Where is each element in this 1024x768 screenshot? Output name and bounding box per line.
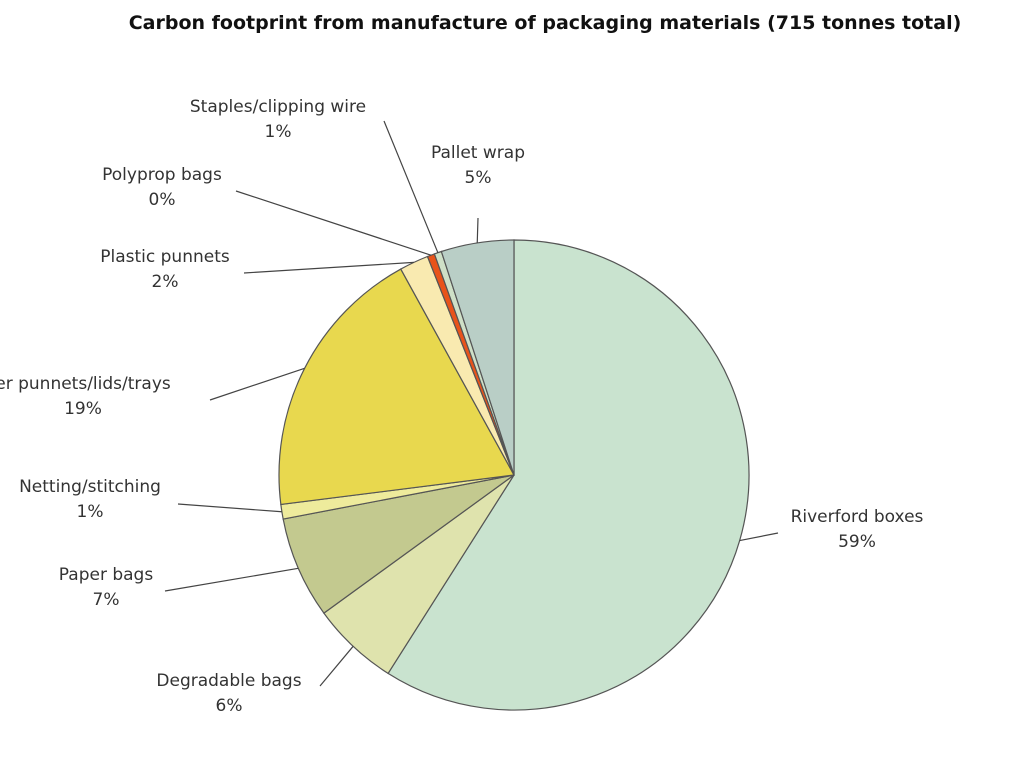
slice-label: Pallet wrap — [431, 143, 525, 163]
slice-percent-label: 2% — [152, 272, 179, 292]
leader-line — [235, 190, 432, 256]
chart-title: Carbon footprint from manufacture of pac… — [128, 12, 962, 34]
slice-label: Plastic punnets — [100, 247, 230, 267]
slice-percent-label: 0% — [149, 190, 176, 210]
slice-label: Staples/clipping wire — [190, 97, 366, 117]
slice-percent-label: 7% — [93, 590, 120, 610]
leader-line — [476, 217, 479, 243]
slice-label: Degradable bags — [156, 671, 301, 691]
slice-label: Riverford boxes — [791, 507, 924, 527]
leader-line — [383, 120, 439, 253]
pie-slice-paper-bags — [282, 474, 515, 614]
leader-line — [209, 367, 305, 401]
leader-line — [319, 645, 354, 687]
slice-percent-label: 6% — [216, 696, 243, 716]
leader-line — [177, 503, 282, 513]
slice-label: Netting/stitching — [19, 477, 161, 497]
slice-percent-label: 1% — [77, 502, 104, 522]
slice-percent-label: 19% — [64, 399, 102, 419]
pie-slice-er-punnets-lids-trays — [278, 268, 515, 506]
slice-percent-label: 5% — [465, 168, 492, 188]
slice-percent-label: 1% — [265, 122, 292, 142]
leader-line — [739, 532, 779, 542]
leader-line — [243, 261, 414, 274]
slice-label: Paper bags — [59, 565, 154, 585]
slice-label: Polyprop bags — [102, 165, 222, 185]
leader-line — [164, 567, 299, 592]
pie-slice-pallet-wrap — [440, 239, 515, 476]
pie-slice-riverford-boxes — [387, 239, 750, 711]
slice-percent-label: 59% — [838, 532, 876, 552]
slice-label: er punnets/lids/trays — [0, 374, 171, 394]
